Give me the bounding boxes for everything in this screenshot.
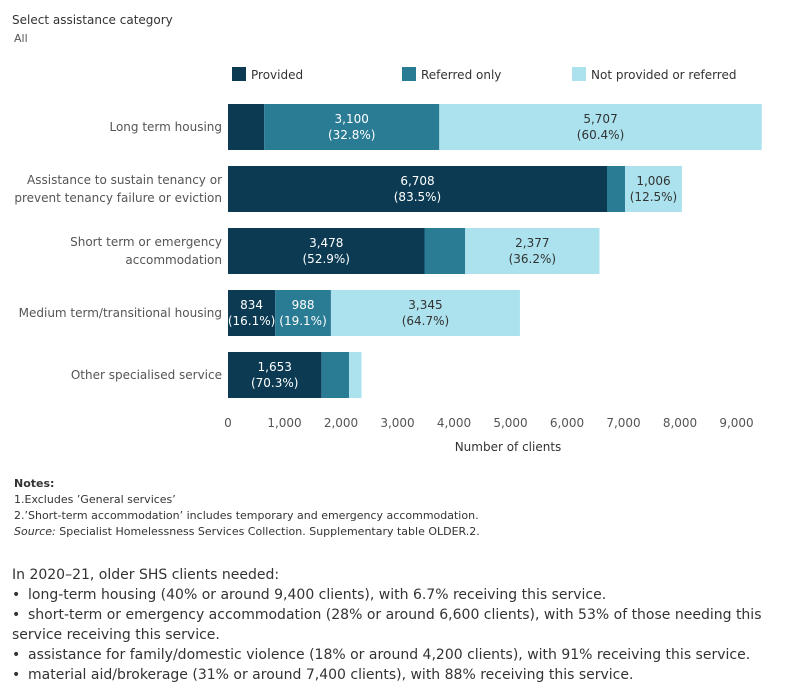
data-label: 1,006	[636, 174, 670, 188]
bar-segment	[424, 228, 466, 274]
bar-segment	[330, 290, 520, 336]
legend-label: Not provided or referred	[591, 68, 736, 82]
data-label: 834	[240, 298, 263, 312]
category-label: Other specialised service	[71, 368, 222, 382]
bar-segment	[625, 166, 682, 212]
data-label: (16.1%)	[228, 314, 275, 328]
x-tick-label: 1,000	[267, 416, 301, 430]
category-label: Assistance to sustain tenancy or	[27, 173, 222, 187]
note-line: 2.’Short-term accommodation’ includes te…	[14, 509, 479, 522]
list-item: • long-term housing (40% or around 9,400 …	[12, 585, 792, 605]
bar-segment	[228, 352, 322, 398]
category-label: Long term housing	[109, 120, 222, 134]
legend-swatch	[572, 67, 586, 81]
x-tick-label: 8,000	[663, 416, 697, 430]
x-tick-label: 9,000	[719, 416, 753, 430]
bar-segment	[264, 104, 440, 150]
list-item: • assistance for family/domestic violence…	[12, 645, 792, 665]
legend-label: Provided	[251, 68, 303, 82]
data-label: 6,708	[400, 174, 434, 188]
bar-segment	[321, 352, 350, 398]
stacked-bar-chart: Provided Referred only Not provided or ref…	[14, 67, 762, 454]
bullet-icon: •	[12, 647, 21, 663]
source-text: Specialist Homelessness Services Collect…	[55, 525, 480, 538]
data-label: 3,478	[309, 236, 343, 250]
legend-swatch	[232, 67, 246, 81]
data-label: 5,707	[583, 112, 617, 126]
bullet-icon: •	[12, 667, 21, 683]
filter-value[interactable]: All	[14, 32, 28, 45]
bar-segment	[228, 104, 265, 150]
bar-segment	[439, 104, 762, 150]
bar-segment	[228, 290, 276, 336]
data-label: (60.4%)	[577, 128, 624, 142]
list-item-text: material aid/brokerage (31% or around 7,…	[28, 667, 634, 683]
category-label: accommodation	[125, 253, 222, 267]
data-label: (36.2%)	[509, 252, 556, 266]
summary-list: • long-term housing (40% or around 9,400 …	[12, 585, 792, 685]
bar-segment	[228, 228, 425, 274]
list-item-text: short-term or emergency accommodation (2…	[12, 607, 762, 643]
summary-intro: In 2020–21, older SHS clients needed:	[12, 567, 280, 583]
bar-segment	[607, 166, 626, 212]
x-axis-title: Number of clients	[455, 440, 562, 454]
bullet-icon: •	[12, 607, 21, 623]
data-label: 3,100	[335, 112, 369, 126]
list-item: • material aid/brokerage (31% or around 7…	[12, 665, 792, 685]
x-tick-label: 3,000	[380, 416, 414, 430]
summary: In 2020–21, older SHS clients needed: • l…	[12, 565, 792, 685]
bar-segment	[465, 228, 600, 274]
list-item-text: assistance for family/domestic violence …	[28, 647, 751, 663]
legend-swatch	[402, 67, 416, 81]
x-tick-label: 0	[224, 416, 232, 430]
category-label: Medium term/transitional housing	[19, 306, 222, 320]
bar-segment	[228, 166, 608, 212]
x-tick-label: 5,000	[493, 416, 527, 430]
bar-segment	[349, 352, 362, 398]
data-label: (83.5%)	[394, 190, 441, 204]
list-item: • short-term or emergency accommodation (…	[12, 605, 792, 645]
x-tick-label: 2,000	[324, 416, 358, 430]
source-label: Source:	[14, 525, 56, 538]
data-label: 988	[292, 298, 315, 312]
bar-segment	[275, 290, 331, 336]
x-tick-label: 6,000	[550, 416, 584, 430]
bullet-icon: •	[12, 587, 21, 603]
notes: Notes: 1.Excludes ’General services’ 2.’…	[14, 476, 480, 540]
data-label: (70.3%)	[251, 376, 298, 390]
data-label: 3,345	[408, 298, 442, 312]
filter-label: Select assistance category	[12, 13, 173, 27]
legend-label: Referred only	[421, 68, 501, 82]
data-label: (19.1%)	[279, 314, 326, 328]
x-tick-label: 4,000	[437, 416, 471, 430]
source-line: Source: Specialist Homelessness Services…	[14, 524, 480, 540]
category-label: prevent tenancy failure or eviction	[14, 191, 222, 205]
data-label: (32.8%)	[328, 128, 375, 142]
data-label: 2,377	[515, 236, 549, 250]
notes-title: Notes:	[14, 477, 55, 490]
data-label: 1,653	[258, 360, 292, 374]
data-label: (52.9%)	[303, 252, 350, 266]
x-tick-label: 7,000	[606, 416, 640, 430]
list-item-text: long-term housing (40% or around 9,400 c…	[28, 587, 607, 603]
note-line: 1.Excludes ’General services’	[14, 493, 176, 506]
category-label: Short term or emergency	[70, 235, 222, 249]
data-label: (64.7%)	[402, 314, 449, 328]
data-label: (12.5%)	[630, 190, 677, 204]
